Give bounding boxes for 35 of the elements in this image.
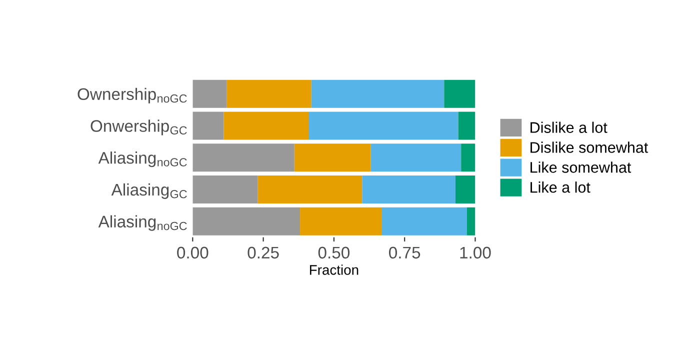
bar <box>192 112 224 140</box>
x-tick-label: 1.00 <box>460 246 491 259</box>
bar <box>258 175 362 204</box>
y-tick-label: Onwership$_{GC}$ <box>90 120 187 136</box>
x-tick-label: 0.50 <box>318 246 350 259</box>
legend-label: Dislike somewhat <box>530 142 648 153</box>
legend-label: Dislike a lot <box>530 122 608 133</box>
x-tick-label: 0.00 <box>177 246 208 259</box>
bar <box>311 80 444 108</box>
bar <box>192 144 294 172</box>
bar <box>192 80 227 108</box>
bar <box>466 207 476 236</box>
bar <box>300 207 382 236</box>
bar <box>444 80 476 108</box>
x-axis-title: Fraction <box>310 264 358 275</box>
y-tick-label: Aliasing$_{GC}$ <box>111 183 187 199</box>
bar <box>192 175 258 204</box>
x-tick-label: 0.25 <box>248 246 279 259</box>
bar <box>458 112 476 140</box>
bar <box>192 207 300 236</box>
legend-label: Like somewhat <box>530 162 632 173</box>
y-tick-label: Aliasing$_{noGC}$ <box>98 215 187 231</box>
bar <box>226 80 312 108</box>
bar <box>224 112 309 140</box>
bar <box>294 144 371 172</box>
x-tick-label: 0.75 <box>389 246 420 259</box>
y-tick-label: Aliasing$_{noGC}$ <box>98 152 187 168</box>
bar <box>370 144 462 172</box>
bar <box>362 175 456 204</box>
legend-label: Like a lot <box>530 182 590 193</box>
y-tick-label: Ownership$_{noGC}$ <box>78 88 187 104</box>
bar <box>308 112 458 140</box>
bar <box>455 175 476 204</box>
bar <box>461 144 476 172</box>
bar <box>382 207 467 236</box>
